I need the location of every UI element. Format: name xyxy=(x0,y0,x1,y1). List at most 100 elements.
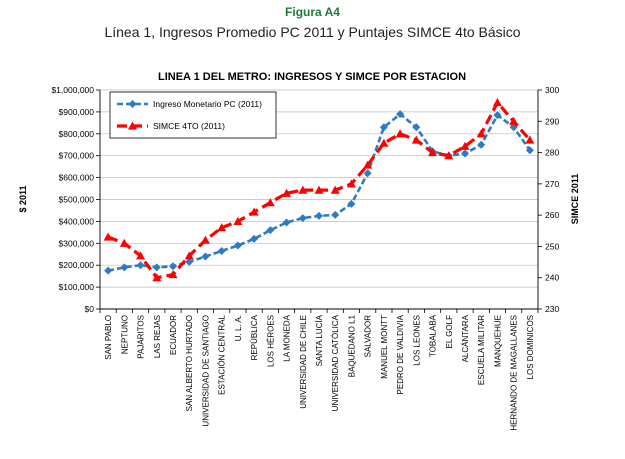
income-point xyxy=(201,252,210,261)
income-point xyxy=(217,246,226,255)
simce-point xyxy=(233,216,243,225)
simce-point xyxy=(184,251,194,260)
series-income xyxy=(104,110,534,275)
simce-point xyxy=(476,129,486,138)
simce-point xyxy=(119,238,129,247)
left-tick-labels: $0 $100,000 $200,000 $300,000 $400,000 $500,0… xyxy=(51,85,94,314)
simce-point xyxy=(249,207,259,216)
income-point xyxy=(379,123,388,132)
right-tick-label: 230 xyxy=(545,304,559,314)
x-tick-label: LOS DOMINICOS xyxy=(526,315,535,379)
simce-point xyxy=(379,138,389,147)
simce-point xyxy=(428,148,438,157)
x-tick-label: SAN PABLO xyxy=(104,315,113,360)
income-point xyxy=(266,226,275,235)
x-tick-label: PAJARITOS xyxy=(137,315,146,359)
x-tick-label: UNIVERSIDAD DE CHILE xyxy=(299,315,308,409)
income-point xyxy=(282,218,291,227)
income-point xyxy=(412,123,421,132)
income-point xyxy=(120,263,129,272)
legend-income-label: Ingreso Monetario PC (2011) xyxy=(153,99,262,109)
left-tick-label: $1,000,000 xyxy=(51,85,94,95)
x-tick-label: UNIVERSIDAD DE SANTIAGO xyxy=(201,315,210,427)
x-tick-label: LAS REJAS xyxy=(153,315,162,358)
simce-point xyxy=(168,270,178,279)
chart-title: LINEA 1 DEL METRO: INGRESOS Y SIMCE POR … xyxy=(158,71,466,83)
income-point xyxy=(169,262,177,271)
simce-point xyxy=(346,179,356,188)
income-point xyxy=(461,149,469,158)
x-tick-label: PEDRO DE VALDIVIA xyxy=(396,314,405,394)
x-tick-label: LOS LEONES xyxy=(412,315,421,366)
x-tick-label: NEPTUNO xyxy=(120,315,129,354)
x-tick-label: HERNANDO DE MAGALLANES xyxy=(510,315,519,431)
income-point xyxy=(477,140,486,149)
simce-point xyxy=(298,185,308,194)
x-tick-label: TOBALABA xyxy=(429,314,438,357)
right-tick-label: 240 xyxy=(545,273,559,283)
left-tick-label: $0 xyxy=(85,304,95,314)
legend-simce-label: SIMCE 4TO (2011) xyxy=(153,121,225,131)
income-point xyxy=(152,263,161,272)
figure-title: Línea 1, Ingresos Promedio PC 2011 y Pun… xyxy=(104,24,521,40)
y-axis-right-label: SIMCE 2011 xyxy=(570,174,580,225)
simce-point xyxy=(136,251,146,260)
income-point xyxy=(396,110,405,119)
simce-point xyxy=(265,198,275,207)
left-tick-label: $200,000 xyxy=(59,260,95,270)
simce-point xyxy=(152,273,162,282)
simce-point xyxy=(217,223,227,232)
simce-point xyxy=(395,129,405,138)
income-point xyxy=(136,261,145,270)
left-tick-label: $800,000 xyxy=(59,129,95,139)
x-tick-label: ALCÁNTARA xyxy=(461,314,470,362)
x-tick-label: MANQUEHUE xyxy=(493,315,502,367)
left-tick-label: $100,000 xyxy=(59,282,95,292)
x-tick-label: BAQUEDANO L1 xyxy=(347,314,356,377)
x-tick-label: SANTA LUCÍA xyxy=(315,314,324,366)
income-point xyxy=(525,146,534,155)
right-tick-label: 290 xyxy=(545,116,559,126)
x-tick-label: MANUEL MONTT xyxy=(380,315,389,379)
income-point xyxy=(331,210,340,219)
right-tick-labels: 230 240 250 260 270 280 290 300 xyxy=(545,85,559,314)
simce-point xyxy=(200,235,210,244)
income-point xyxy=(298,214,307,223)
right-tick-label: 250 xyxy=(545,241,559,251)
legend-simce-marker xyxy=(128,121,137,130)
simce-point xyxy=(492,98,502,107)
y-axis-left-label: $ 2011 xyxy=(18,185,28,212)
income-point xyxy=(363,169,372,178)
figure-label: Figura A4 xyxy=(285,5,340,19)
left-tick-label: $900,000 xyxy=(59,107,95,117)
x-tick-label: ESCUELA MILITAR xyxy=(477,315,486,385)
x-tick-label: U. L. A. xyxy=(234,315,243,341)
left-tick-label: $700,000 xyxy=(59,151,95,161)
simce-point xyxy=(411,135,421,144)
legend: Ingreso Monetario PC (2011) SIMCE 4TO (20… xyxy=(109,91,277,139)
x-tick-label: UNIVERSIDAD CATÓLICA xyxy=(331,314,340,411)
simce-point xyxy=(460,141,470,150)
simce-point xyxy=(103,232,113,241)
right-tick-label: 270 xyxy=(545,179,559,189)
legend-income-marker xyxy=(128,100,137,108)
income-point xyxy=(233,241,242,250)
income-point xyxy=(347,199,356,208)
x-tick-label: REPÚBLICA xyxy=(250,314,259,360)
right-tick-label: 260 xyxy=(545,210,559,220)
x-tick-label: SALVADOR xyxy=(364,315,373,358)
x-tick-labels: SAN PABLO NEPTUNO PAJARITOS LAS REJAS ECUADO… xyxy=(104,314,535,430)
left-tick-label: $600,000 xyxy=(59,173,95,183)
x-tick-label: LA MONEDA xyxy=(283,314,292,361)
income-point xyxy=(250,234,259,243)
simce-point xyxy=(314,185,324,194)
income-point xyxy=(185,257,194,266)
right-tick-label: 300 xyxy=(545,85,559,95)
left-tick-label: $300,000 xyxy=(59,238,95,248)
simce-point xyxy=(363,160,373,169)
x-tick-label: ESTACIÓN CENTRAL xyxy=(218,314,227,394)
x-tick-label: ECUADOR xyxy=(169,315,178,355)
left-tick-label: $500,000 xyxy=(59,195,95,205)
simce-point xyxy=(444,151,454,160)
